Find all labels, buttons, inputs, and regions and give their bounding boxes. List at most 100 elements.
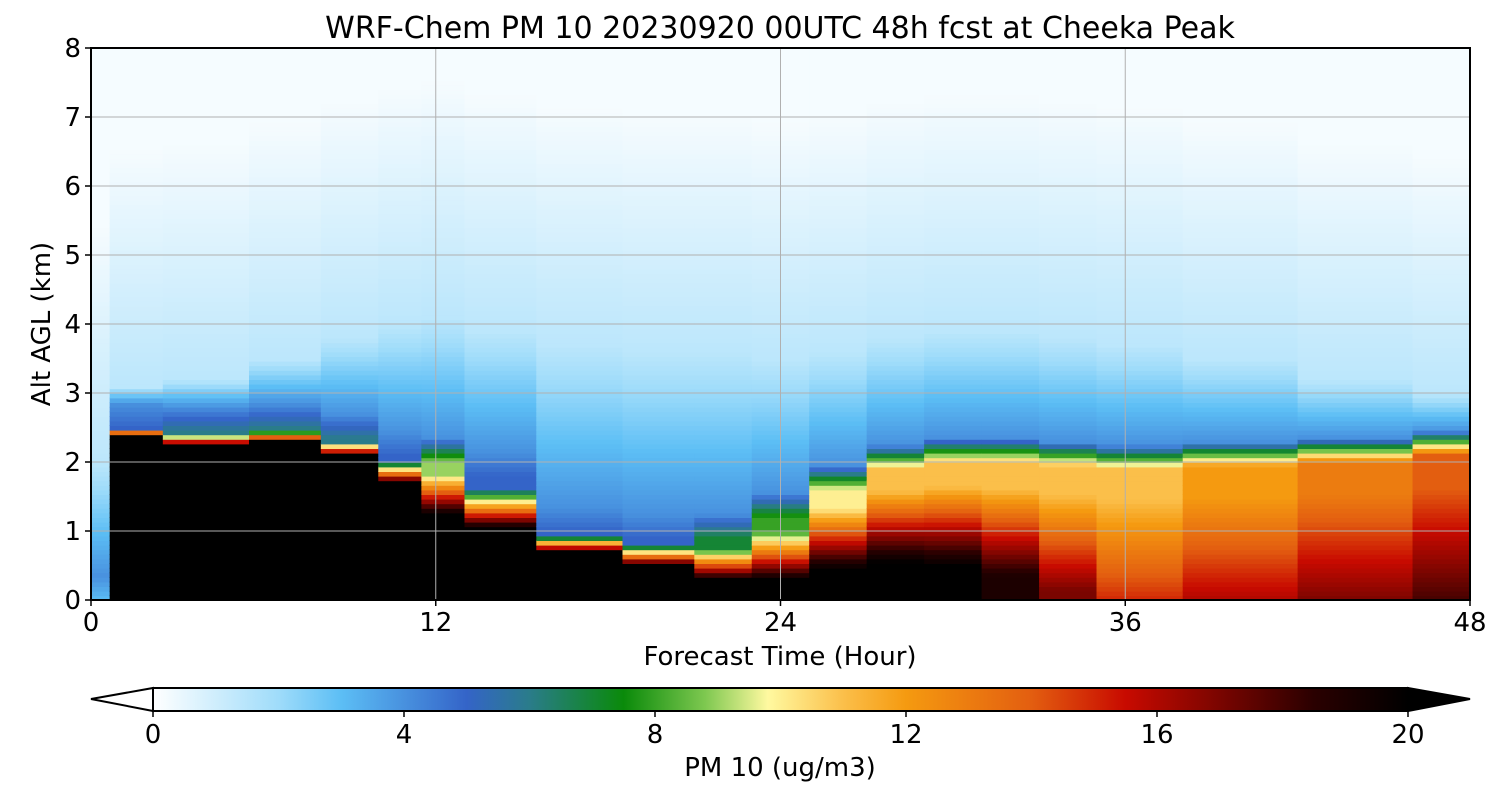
field-cell xyxy=(536,356,624,362)
field-cell xyxy=(162,130,250,137)
field-cell xyxy=(1297,439,1414,445)
field-cell xyxy=(1039,112,1098,118)
field-cell xyxy=(320,153,380,160)
field-cell xyxy=(536,89,624,95)
field-cell xyxy=(924,291,983,298)
field-cell xyxy=(1039,517,1098,523)
field-cell xyxy=(1297,443,1414,449)
field-cell xyxy=(162,112,250,118)
field-cell xyxy=(924,94,983,100)
field-cell xyxy=(91,480,111,486)
field-cell xyxy=(1182,544,1299,551)
field-cell xyxy=(1297,485,1414,491)
field-cell xyxy=(464,388,538,394)
field-cell xyxy=(91,563,111,569)
field-cell xyxy=(1412,567,1470,574)
field-cell xyxy=(536,480,624,486)
field-cell xyxy=(109,61,164,68)
field-cell xyxy=(1182,255,1299,261)
field-cell xyxy=(1412,57,1470,63)
field-cell xyxy=(622,485,696,491)
field-cell xyxy=(924,475,983,482)
field-cell xyxy=(1039,107,1098,114)
field-cell xyxy=(320,273,380,279)
field-cell xyxy=(249,554,322,560)
field-cell xyxy=(1039,563,1098,569)
field-cell xyxy=(1297,466,1414,472)
field-cell xyxy=(249,222,322,229)
field-cell xyxy=(536,498,624,505)
field-cell xyxy=(421,319,466,325)
field-cell xyxy=(1412,521,1470,528)
field-cell xyxy=(378,213,423,219)
field-cell xyxy=(981,140,1040,146)
field-cell xyxy=(109,540,164,546)
field-cell xyxy=(320,135,380,141)
field-cell xyxy=(421,89,466,95)
field-cell xyxy=(1412,204,1470,210)
field-cell xyxy=(464,213,538,219)
field-cell xyxy=(809,282,868,288)
field-cell xyxy=(1412,388,1470,394)
field-cell xyxy=(109,287,164,293)
field-cell xyxy=(91,319,111,325)
field-cell xyxy=(981,282,1040,288)
field-cell xyxy=(378,429,423,436)
field-cell xyxy=(91,512,111,518)
field-cell xyxy=(622,411,696,417)
field-cell xyxy=(378,374,423,380)
field-cell xyxy=(421,71,466,77)
field-cell xyxy=(1039,383,1098,390)
field-cell xyxy=(536,186,624,192)
field-cell xyxy=(162,429,250,436)
field-cell xyxy=(162,439,250,445)
field-cell xyxy=(91,434,111,440)
field-cell xyxy=(536,595,624,600)
field-cell xyxy=(694,80,753,86)
field-cell xyxy=(1096,347,1184,353)
field-cell xyxy=(320,517,380,523)
field-cell xyxy=(622,328,696,334)
field-cell xyxy=(421,347,466,353)
field-cell xyxy=(109,241,164,247)
field-cell xyxy=(1182,595,1299,600)
field-cell xyxy=(536,489,624,495)
field-cell xyxy=(378,494,423,500)
field-cell xyxy=(320,245,380,252)
field-cell xyxy=(320,489,380,495)
field-cell xyxy=(421,190,466,196)
field-cell xyxy=(421,209,466,215)
field-cell xyxy=(378,319,423,325)
field-cell xyxy=(162,278,250,284)
field-cell xyxy=(1096,222,1184,229)
field-cell xyxy=(1412,149,1470,155)
field-cell xyxy=(809,535,868,541)
field-cell xyxy=(378,89,423,95)
field-cell xyxy=(320,471,380,477)
field-cell xyxy=(91,420,111,426)
field-cell xyxy=(694,167,753,173)
field-cell xyxy=(1412,186,1470,192)
field-cell xyxy=(1039,172,1098,178)
field-cell xyxy=(421,554,466,560)
field-cell xyxy=(866,245,925,252)
field-cell xyxy=(694,149,753,155)
field-cell xyxy=(1182,213,1299,219)
field-cell xyxy=(809,241,868,247)
field-cell xyxy=(162,135,250,141)
field-cell xyxy=(1182,411,1299,417)
field-cell xyxy=(464,153,538,160)
field-cell xyxy=(622,517,696,523)
field-cell xyxy=(378,531,423,537)
field-cell xyxy=(464,328,538,334)
field-cell xyxy=(378,448,423,454)
field-cell xyxy=(809,406,868,413)
field-cell xyxy=(694,586,753,592)
field-cell xyxy=(320,337,380,344)
field-cell xyxy=(694,176,753,183)
field-cell xyxy=(924,296,983,302)
field-cell xyxy=(866,439,925,445)
field-cell xyxy=(536,337,624,344)
field-cell xyxy=(694,347,753,353)
field-cell xyxy=(421,351,466,357)
